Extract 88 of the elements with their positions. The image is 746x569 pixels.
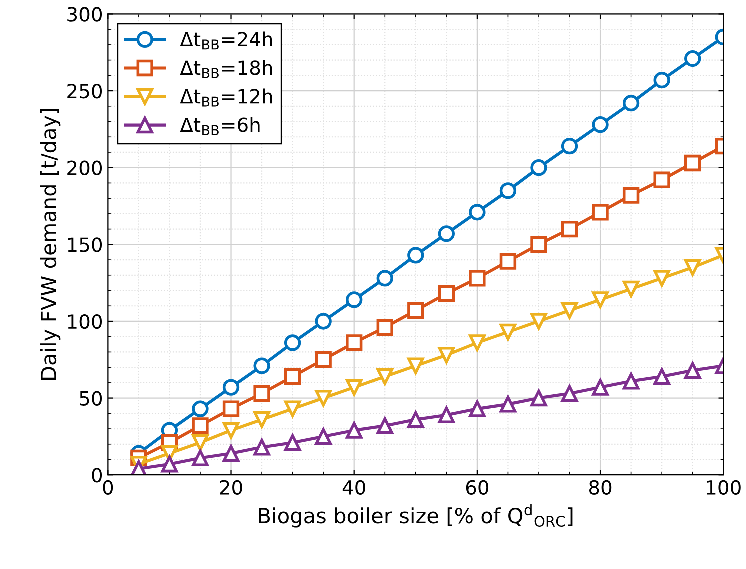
point [222,422,240,439]
point [315,390,332,407]
legend-label: Δt$_{BB}$=24h [180,32,272,50]
y-tick-label: 50 [80,391,102,406]
point [469,334,486,352]
x-tick-label: 60 [466,480,489,496]
point [561,385,578,402]
point [408,358,424,374]
point [469,400,486,418]
point [222,445,240,462]
point [684,362,702,379]
y-tick-label: 300 [68,7,102,22]
y-tick-label: 0 [92,468,102,483]
point [530,390,548,407]
point [654,368,670,386]
point [654,172,670,188]
point [192,400,209,418]
point [684,154,702,172]
point [438,406,456,424]
point [530,313,548,330]
point [315,428,332,446]
point [500,253,517,270]
point [408,302,424,320]
y-tick-label: 100 [68,314,102,330]
y-tick-label: 150 [68,238,102,252]
point [684,259,702,276]
point [284,400,302,418]
legend-label: Δt$_{BB}$=18h [180,60,272,78]
point [376,270,394,287]
point [438,346,456,364]
point [438,226,456,242]
point [376,418,394,434]
point [192,450,209,467]
x-tick-label: 0 [103,480,114,496]
x-tick-label: 20 [220,480,242,496]
y-tick-label: 250 [68,84,102,99]
point [192,434,209,452]
legend-label: Δt$_{BB}$=12h [180,88,272,107]
point [654,270,670,287]
point [561,220,578,238]
point [469,204,486,221]
point [222,400,240,418]
point [438,286,456,302]
point [346,292,363,308]
point [222,379,240,396]
point [592,204,609,221]
point [376,319,394,336]
point [622,373,640,390]
point [530,236,548,254]
point [654,72,670,89]
point [284,368,302,386]
point [284,334,302,352]
point [500,324,517,341]
point [192,418,209,434]
point [408,247,424,264]
point [315,313,332,330]
point [622,280,640,298]
point [500,182,517,200]
x-tick-label: 100 [707,480,741,496]
point [346,379,363,396]
legend-label: Δt$_{BB}$=6h [180,117,260,136]
point [561,302,578,320]
point [376,368,394,386]
y-axis-title: Daily FVW demand [t/day] [40,109,61,380]
point [592,379,609,396]
point [592,116,609,134]
point [500,396,517,413]
point [408,411,424,428]
point [254,411,270,428]
x-axis-title: Biogas boiler size [% of Q$^{d}$$_{ORC}$] [259,504,573,528]
y-tick-label: 200 [68,160,102,176]
point [161,456,178,473]
point [622,187,640,204]
point [346,334,363,352]
point [561,138,578,155]
x-tick-label: 80 [589,480,612,496]
point [315,352,332,368]
point [684,50,702,68]
point [346,422,363,439]
point [469,270,486,287]
point [622,94,640,112]
point [254,358,270,374]
point [254,385,270,402]
point [592,292,609,308]
point [254,439,270,456]
x-tick-label: 40 [342,480,366,496]
point [530,160,548,176]
point [284,434,302,452]
